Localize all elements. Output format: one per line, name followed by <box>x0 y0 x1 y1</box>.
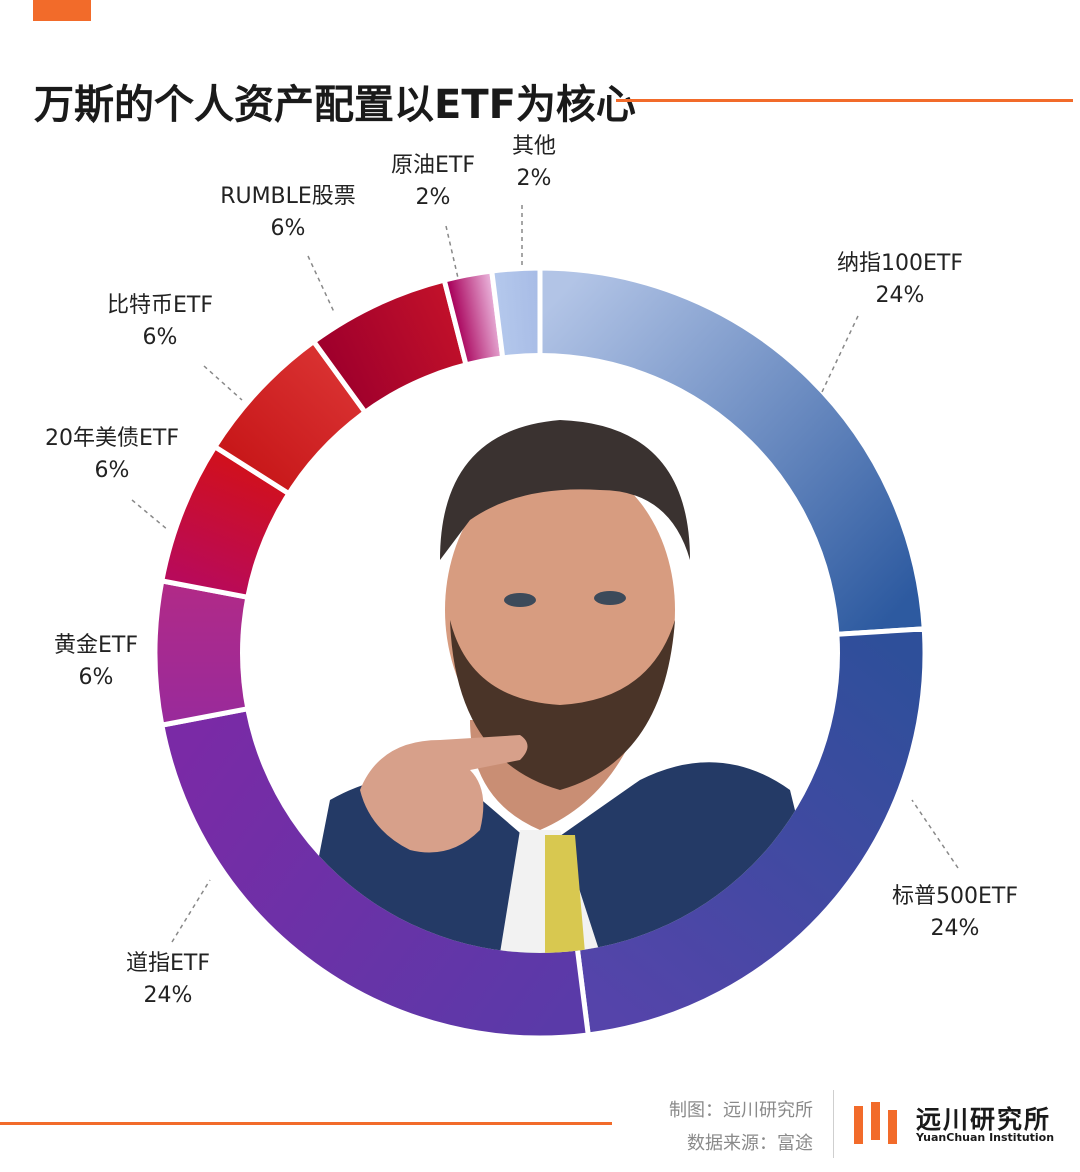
slice-label-value-8: 2% <box>416 185 451 210</box>
portrait-photo <box>240 353 840 953</box>
leader-line-7 <box>307 255 335 313</box>
slice-label-value-1: 24% <box>876 283 925 308</box>
leader-line-5 <box>131 499 169 531</box>
slice-label-value-2: 24% <box>931 916 980 941</box>
slice-label-value-6: 6% <box>143 325 178 350</box>
slice-label-name-7: RUMBLE股票 <box>220 184 356 209</box>
slice-label-name-2: 标普500ETF <box>892 884 1018 909</box>
top-accent-bar <box>33 0 91 21</box>
donut-chart: 纳指100ETF 24% 标普500ETF 24% 道指ETF 24% 黄金ETF 6% 20年… <box>45 134 1018 1038</box>
leader-line-6 <box>203 365 243 401</box>
footer-rule <box>0 1122 612 1125</box>
leader-line-1 <box>821 315 859 393</box>
slice-label-name-3: 道指ETF <box>126 951 210 976</box>
brand-mark-icon <box>854 1102 897 1144</box>
slice-label-value-3: 24% <box>144 983 193 1008</box>
credits: 制图：远川研究所 数据来源：富途 <box>669 1094 813 1160</box>
brand-name: 远川研究所 <box>916 1105 1052 1134</box>
leader-line-2 <box>911 799 959 869</box>
slice-label-value-7: 6% <box>271 216 306 241</box>
leader-line-8 <box>445 225 459 279</box>
leader-line-3 <box>171 879 211 943</box>
credit-maker: 制图：远川研究所 <box>669 1100 813 1121</box>
credit-source: 数据来源：富途 <box>687 1133 813 1154</box>
slice-label-value-4: 6% <box>79 665 114 690</box>
slice-label-name-8: 原油ETF <box>391 153 475 178</box>
slice-label-name-6: 比特币ETF <box>107 293 213 318</box>
slice-label-name-1: 纳指100ETF <box>837 251 963 276</box>
title-rule <box>616 99 1073 102</box>
label-leader-lines <box>131 205 959 943</box>
credit-divider <box>833 1090 834 1158</box>
brand-english: YuanChuan Institution <box>916 1131 1055 1144</box>
slice-label-name-4: 黄金ETF <box>54 633 138 658</box>
slice-labels: 纳指100ETF 24% 标普500ETF 24% 道指ETF 24% 黄金ETF 6% 20年… <box>45 134 1018 1008</box>
slice-label-name-5: 20年美债ETF <box>45 426 179 451</box>
brand-logo: 远川研究所 YuanChuan Institution <box>852 1098 1067 1148</box>
chart-title: 万斯的个人资产配置以ETF为核心 <box>34 82 636 128</box>
slice-label-value-9: 2% <box>517 166 552 191</box>
slice-label-name-9: 其他 <box>512 134 556 159</box>
slice-label-value-5: 6% <box>95 458 130 483</box>
